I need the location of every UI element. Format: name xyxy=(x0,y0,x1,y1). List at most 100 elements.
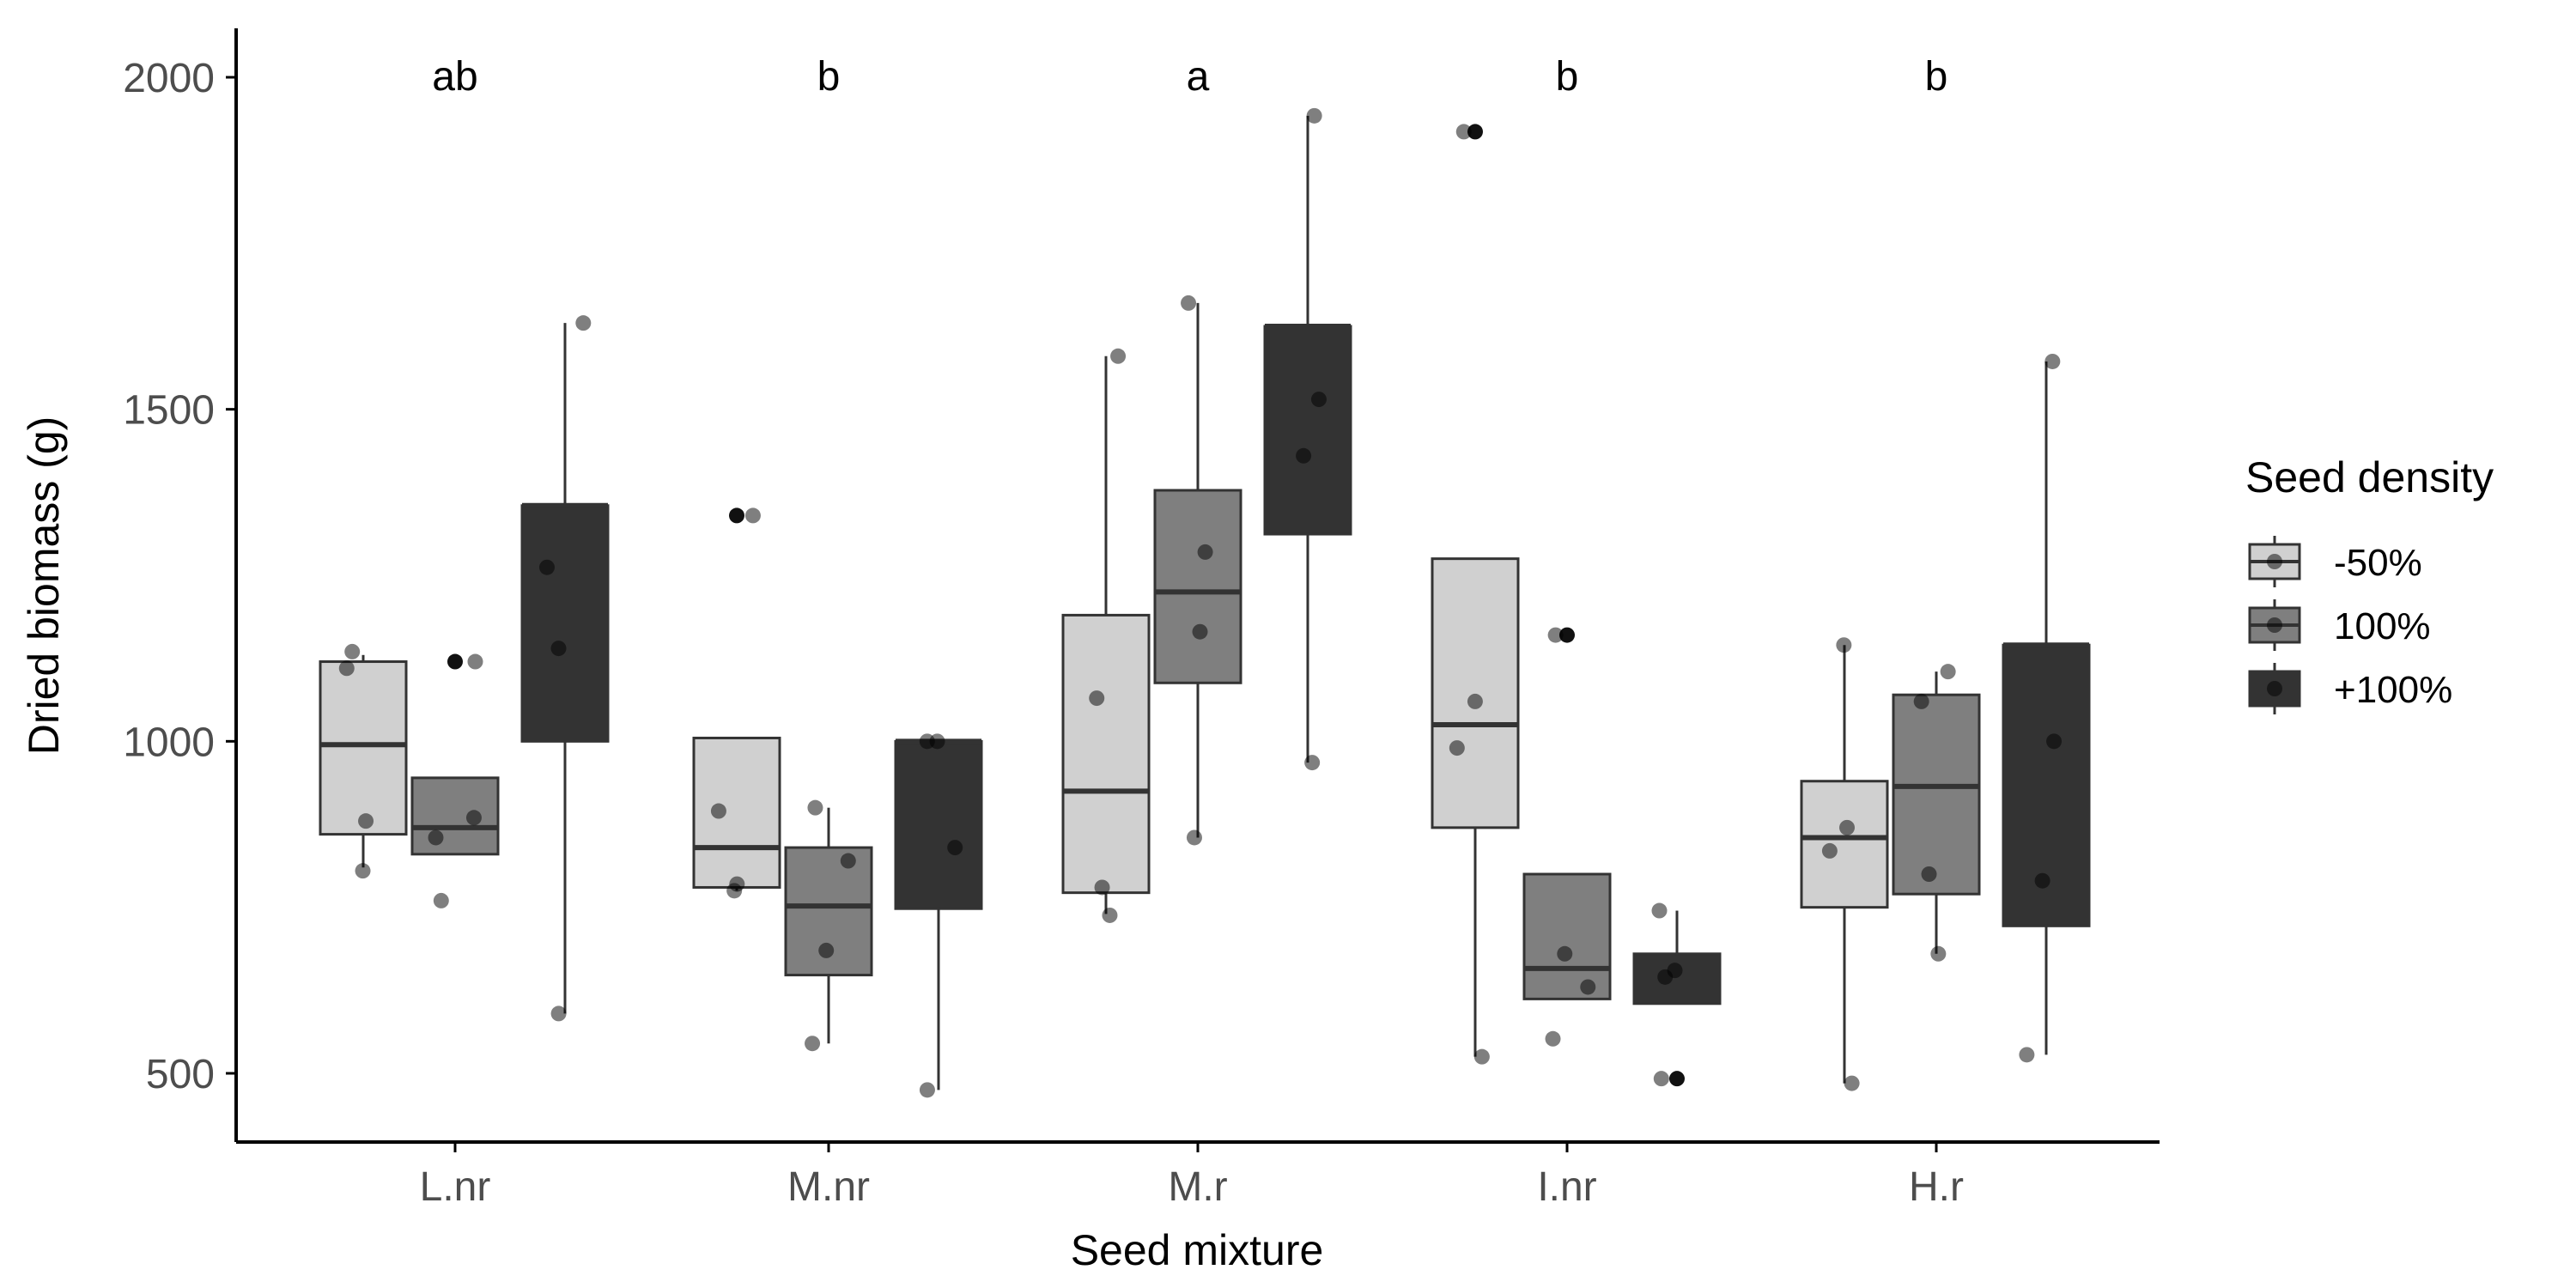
x-tick-label: I.nr xyxy=(1537,1164,1596,1210)
box xyxy=(692,736,781,889)
legend-label: +100% xyxy=(2334,669,2452,711)
x-axis-title: Seed mixture xyxy=(1071,1226,1324,1274)
legend-key-point xyxy=(2267,617,2282,633)
outlier-point xyxy=(1669,1071,1685,1087)
data-point xyxy=(1651,902,1668,919)
data-point xyxy=(338,660,355,677)
data-point xyxy=(1089,690,1105,707)
data-point xyxy=(1310,392,1327,408)
data-point xyxy=(1181,295,1197,311)
data-point xyxy=(729,876,745,892)
data-point xyxy=(344,643,361,659)
legend: Seed density -50% 100% +100% xyxy=(2245,453,2494,714)
data-point xyxy=(575,315,592,331)
legend-key-point xyxy=(2267,554,2282,569)
data-point xyxy=(818,942,835,958)
box xyxy=(894,739,983,910)
data-point xyxy=(919,1082,935,1098)
data-point xyxy=(1306,107,1322,124)
data-point xyxy=(1921,866,1937,882)
data-point xyxy=(2044,353,2061,369)
legend-label: -50% xyxy=(2334,542,2422,584)
data-point xyxy=(1545,1030,1561,1047)
data-point xyxy=(355,863,371,879)
data-point xyxy=(433,892,449,908)
box xyxy=(1522,872,1612,1000)
box xyxy=(319,660,408,836)
data-point xyxy=(1653,1071,1669,1087)
data-point xyxy=(1940,664,1956,680)
legend-key-point xyxy=(2267,681,2282,696)
data-point xyxy=(1473,1048,1490,1065)
box xyxy=(1892,693,1981,896)
data-point xyxy=(1547,627,1564,643)
box xyxy=(1263,325,1352,536)
group-letter: a xyxy=(1187,54,1210,100)
data-point xyxy=(710,803,726,819)
legend-label: 100% xyxy=(2334,605,2431,647)
data-point xyxy=(2034,872,2050,889)
data-point xyxy=(1455,124,1472,140)
data-point xyxy=(1836,637,1852,653)
data-point xyxy=(358,813,374,829)
data-point xyxy=(744,507,761,524)
outlier-point xyxy=(729,507,744,524)
data-point xyxy=(1102,907,1118,923)
axes: 500 1000 1500 2000 L.nr M.nr M.r I.nr H.r xyxy=(123,28,2160,1210)
y-tick-label: 2000 xyxy=(123,56,215,101)
data-point xyxy=(1110,348,1127,364)
data-point xyxy=(1094,879,1110,896)
outlier-point xyxy=(1559,627,1575,643)
data-point xyxy=(1821,842,1838,859)
data-point xyxy=(1839,819,1856,835)
series-1 xyxy=(410,295,1981,1052)
data-point xyxy=(1449,740,1465,756)
data-point xyxy=(550,1005,567,1022)
data-point xyxy=(1197,544,1213,560)
data-point xyxy=(538,559,555,575)
data-point xyxy=(1186,829,1202,846)
series-0 xyxy=(319,124,1889,1091)
data-point xyxy=(919,733,935,750)
group-letter: b xyxy=(1925,54,1948,100)
data-point xyxy=(550,641,567,657)
box xyxy=(1632,952,1722,1005)
y-tick-label: 500 xyxy=(146,1052,215,1097)
data-point xyxy=(1667,963,1683,979)
outlier-point xyxy=(447,653,463,670)
data-point xyxy=(1557,945,1573,962)
group-letter: ab xyxy=(432,54,477,100)
x-tick-label: H.r xyxy=(1909,1164,1964,1210)
data-point xyxy=(1913,693,1929,709)
y-tick-label: 1500 xyxy=(123,388,215,434)
data-point xyxy=(1192,623,1208,640)
x-tick-label: M.r xyxy=(1168,1164,1227,1210)
data-point xyxy=(840,853,856,869)
data-point xyxy=(1296,447,1312,464)
data-point xyxy=(2019,1047,2035,1063)
box xyxy=(1153,489,1242,684)
data-point xyxy=(428,829,444,846)
legend-title: Seed density xyxy=(2245,453,2494,501)
data-point xyxy=(1304,755,1321,771)
data-point xyxy=(1844,1075,1860,1091)
plot-area: ab b a b b xyxy=(319,54,2091,1098)
box xyxy=(1431,557,1520,829)
group-letter: b xyxy=(817,54,841,100)
x-tick-label: M.nr xyxy=(787,1164,870,1210)
data-point xyxy=(2046,733,2063,750)
group-letter: b xyxy=(1556,54,1579,100)
y-tick-label: 1000 xyxy=(123,720,215,765)
data-point xyxy=(1580,979,1596,995)
data-point xyxy=(1930,945,1947,962)
data-point xyxy=(467,653,483,670)
data-point xyxy=(465,810,482,826)
box xyxy=(1800,780,1889,909)
data-point xyxy=(1467,693,1483,709)
y-axis-title: Dried biomass (g) xyxy=(20,416,68,756)
box xyxy=(520,504,610,743)
box xyxy=(410,776,500,856)
box xyxy=(1061,613,1151,895)
data-point xyxy=(947,840,963,856)
